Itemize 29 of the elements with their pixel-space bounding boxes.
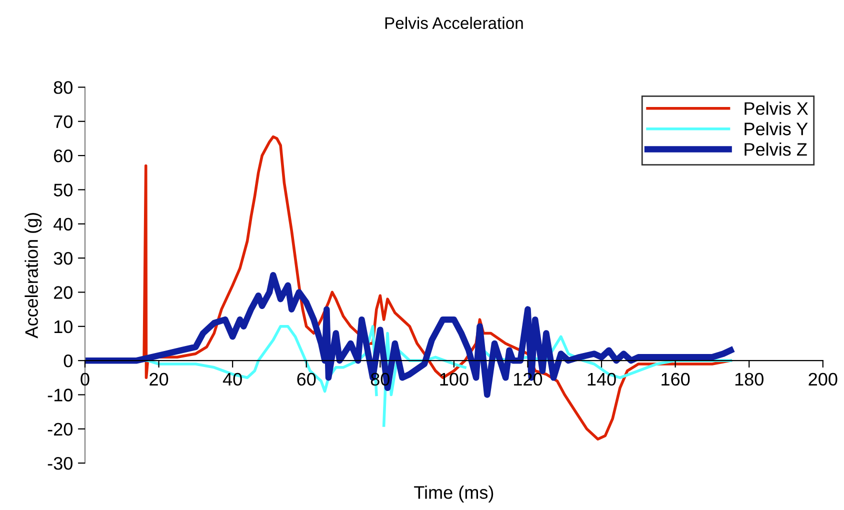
legend-label: Pelvis X bbox=[744, 102, 808, 115]
y-tick-label: 60 bbox=[54, 149, 72, 162]
x-tick-label: 20 bbox=[150, 372, 168, 386]
y-tick-label: 70 bbox=[54, 115, 72, 128]
y-tick-label: 40 bbox=[54, 218, 72, 231]
legend-label: Pelvis Z bbox=[744, 142, 807, 156]
y-tick-label: 30 bbox=[54, 252, 72, 265]
y-tick-label: 0 bbox=[64, 354, 72, 368]
y-tick-label: -30 bbox=[48, 457, 72, 470]
y-tick-label: 20 bbox=[54, 286, 72, 299]
y-tick-label: -20 bbox=[48, 422, 72, 436]
y-tick-label: 10 bbox=[54, 320, 72, 334]
x-tick-label: 120 bbox=[514, 372, 542, 386]
x-tick-label: 40 bbox=[222, 372, 242, 386]
legend-label: Pelvis Y bbox=[744, 122, 808, 136]
y-tick-label: -10 bbox=[48, 388, 72, 402]
x-tick-label: 200 bbox=[808, 372, 838, 386]
x-tick-label: 180 bbox=[735, 372, 764, 386]
x-axis-title: Time (ms) bbox=[414, 486, 494, 502]
x-tick-label: 80 bbox=[370, 372, 390, 386]
y-tick-label: 80 bbox=[54, 81, 72, 94]
y-axis-title: Acceleration (g) bbox=[24, 213, 42, 338]
x-tick-label: 0 bbox=[80, 372, 90, 386]
chart-title: Pelvis Acceleration bbox=[385, 16, 523, 30]
x-tick-label: 60 bbox=[297, 372, 316, 386]
x-tick-label: 100 bbox=[440, 372, 468, 386]
x-tick-label: 160 bbox=[662, 372, 690, 386]
x-tick-label: 140 bbox=[588, 372, 616, 386]
y-tick-label: 50 bbox=[54, 184, 72, 196]
